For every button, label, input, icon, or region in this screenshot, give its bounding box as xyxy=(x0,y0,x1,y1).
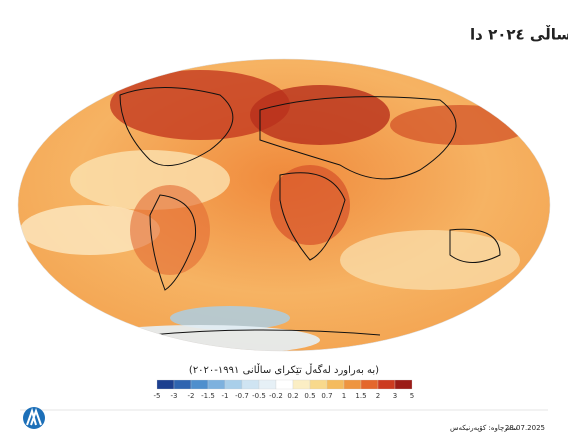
legend-swatch xyxy=(343,379,362,390)
legend-tick-label: 1.5 xyxy=(355,392,366,400)
legend-tick-label: -5 xyxy=(154,392,161,400)
legend-swatch xyxy=(292,379,311,390)
color-legend: -5 -3 -2 -1.5 -1 -0.7 -0.5 -0.2 0.2 0.5 0.7 1 1.5 2 3 5 xyxy=(154,379,414,400)
legend-swatch xyxy=(190,379,209,390)
legend-tick-label: -0.7 xyxy=(235,392,249,400)
legend-tick-label: -3 xyxy=(171,392,178,400)
legend-swatch xyxy=(309,379,328,390)
legend-swatch xyxy=(156,379,175,390)
legend-tick-label: -2 xyxy=(188,392,195,400)
map xyxy=(18,59,550,351)
legend-swatch xyxy=(326,379,345,390)
legend-swatch xyxy=(258,379,277,390)
legend-swatch xyxy=(224,379,243,390)
legend-tick-label: -0.5 xyxy=(252,392,266,400)
legend-tick-label: 5 xyxy=(410,392,414,400)
legend-tick-label: 0.2 xyxy=(287,392,298,400)
source: سەرچاوە: کۆپەرنیکەس xyxy=(450,424,517,432)
logo xyxy=(23,407,45,429)
legend-swatch xyxy=(394,379,413,390)
legend-tick-label: -1.5 xyxy=(201,392,215,400)
legend-swatch xyxy=(173,379,192,390)
legend-swatch xyxy=(377,379,396,390)
legend-tick-label: 1 xyxy=(342,392,346,400)
legend-tick-label: 0.5 xyxy=(304,392,315,400)
legend-swatch xyxy=(275,379,294,390)
legend-swatch xyxy=(241,379,260,390)
legend-subtitle: (بە بەراورد لەگەڵ تێکرای ساڵانی ١٩٩١-٢٠٢… xyxy=(189,363,379,376)
title: گۆڕانی نائاسایی پلەی گەرمای جیهانی لە سا… xyxy=(470,25,568,45)
legend-tick-label: 2 xyxy=(376,392,380,400)
legend-swatch xyxy=(360,379,379,390)
legend-tick-label: -0.2 xyxy=(269,392,283,400)
legend-swatch xyxy=(207,379,226,390)
legend-tick-label: -1 xyxy=(222,392,229,400)
date: 28.07.2025 xyxy=(505,424,545,432)
legend-tick-label: 3 xyxy=(393,392,397,400)
legend-tick-label: 0.7 xyxy=(321,392,332,400)
